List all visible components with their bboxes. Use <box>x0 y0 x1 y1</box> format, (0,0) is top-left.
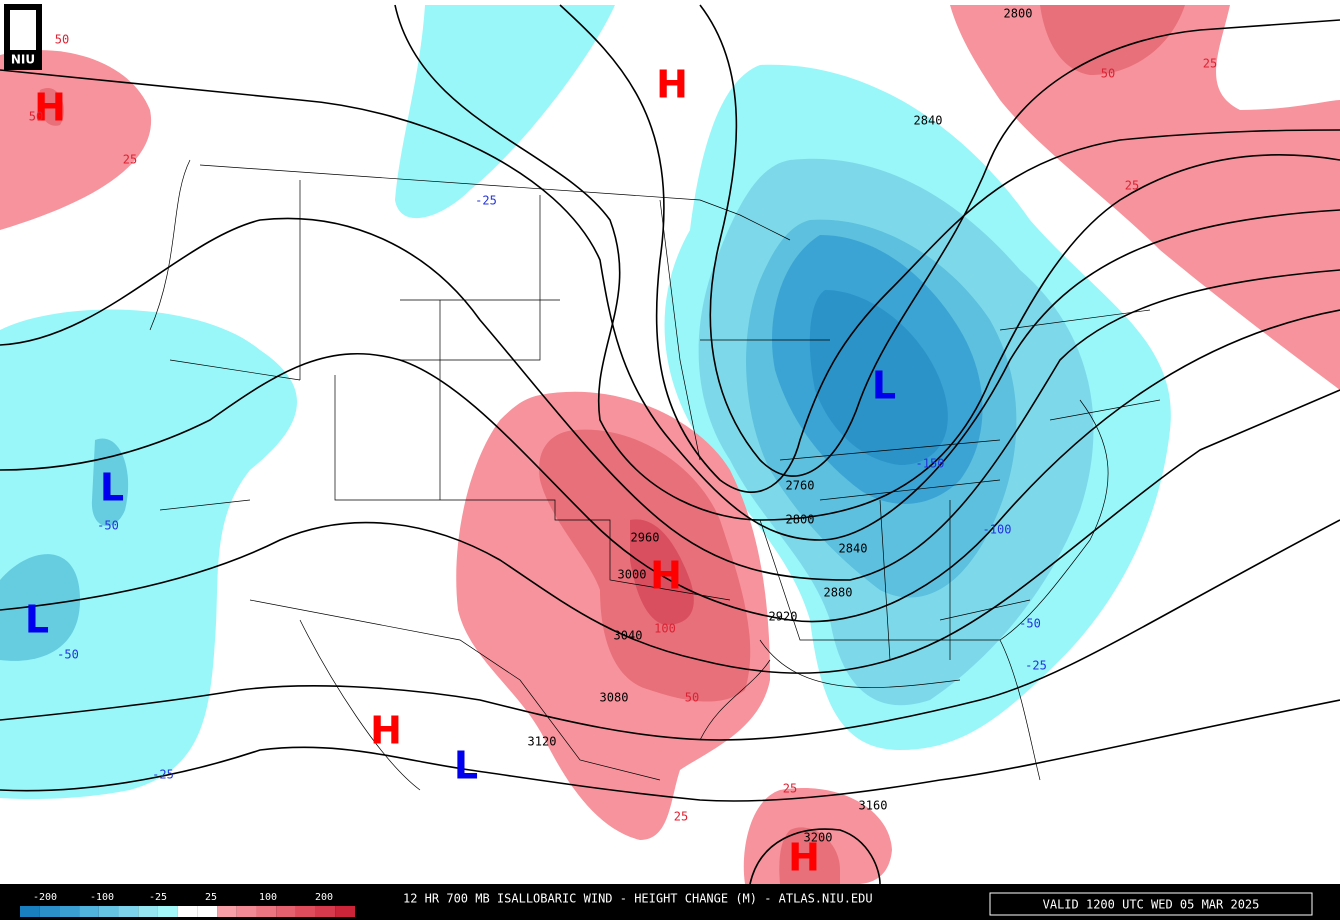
legend-swatch <box>236 906 257 917</box>
logo-text: NIU <box>11 53 35 67</box>
height-label: 2960 <box>631 531 660 545</box>
pressure-center: L <box>454 744 478 788</box>
legend-swatch <box>39 906 60 917</box>
legend-swatch <box>177 906 198 917</box>
change-label: -50 <box>57 648 79 662</box>
change-label: 100 <box>654 622 676 636</box>
height-label: 2840 <box>839 542 868 556</box>
valid-box <box>989 892 1313 916</box>
height-label: 2760 <box>786 479 815 493</box>
height-label: 2880 <box>824 586 853 600</box>
change-label: -25 <box>475 194 497 208</box>
change-label: -100 <box>983 523 1012 537</box>
legend: -200 -100 -25 25 100 200 <box>20 892 355 917</box>
height-contours <box>0 4 1340 885</box>
height-fall-areas <box>0 5 1171 800</box>
height-label: 2840 <box>914 114 943 128</box>
height-label: 3080 <box>600 691 629 705</box>
pressure-center: L <box>100 466 124 510</box>
pressure-center: H <box>656 63 688 107</box>
legend-label: -25 <box>149 892 167 903</box>
change-label: 25 <box>123 153 137 167</box>
borders <box>149 159 1161 791</box>
change-labels: 50 50 25 50 25 25 100 50 25 25 -25 -50 -… <box>29 33 1217 824</box>
legend-swatch <box>217 906 237 917</box>
legend-swatch <box>20 906 40 917</box>
height-labels: 2800 2840 2760 2800 2840 2880 2920 2960 … <box>528 7 1033 845</box>
legend-swatch <box>256 906 277 917</box>
height-label: 2800 <box>786 513 815 527</box>
change-label: -25 <box>1025 659 1047 673</box>
pressure-center: H <box>650 554 682 598</box>
legend-swatch <box>295 906 316 917</box>
height-label: 2800 <box>1004 7 1033 21</box>
logo-building <box>10 10 36 50</box>
height-label: 3160 <box>859 799 888 813</box>
legend-swatch <box>59 906 80 917</box>
legend-label: -100 <box>90 892 114 903</box>
change-label: -25 <box>152 768 174 782</box>
change-label: 50 <box>29 110 43 124</box>
legend-label: 200 <box>315 892 333 903</box>
change-label: 50 <box>1101 67 1115 81</box>
pressure-center: H <box>34 86 66 130</box>
height-label: 2920 <box>769 610 798 624</box>
change-label: -50 <box>97 519 119 533</box>
height-label: 3000 <box>618 568 647 582</box>
legend-swatch <box>157 906 178 917</box>
change-label: 50 <box>685 691 699 705</box>
change-label: 25 <box>1125 179 1139 193</box>
legend-swatch <box>138 906 158 917</box>
legend-swatch <box>197 906 218 917</box>
legend-swatch <box>98 906 119 917</box>
footer-title: 12 HR 700 MB ISALLOBARIC WIND - HEIGHT C… <box>403 892 873 906</box>
pressure-center: L <box>25 598 49 642</box>
change-label: 25 <box>783 782 797 796</box>
legend-swatch <box>79 906 99 917</box>
legend-label: 100 <box>259 892 277 903</box>
legend-swatch <box>315 906 336 917</box>
height-label: 3040 <box>614 629 643 643</box>
change-label: 25 <box>674 810 688 824</box>
legend-swatch <box>118 906 139 917</box>
change-label: -50 <box>1019 617 1041 631</box>
legend-label: 25 <box>205 892 217 903</box>
valid-time: VALID 1200 UTC WED 05 MAR 2025 <box>1043 898 1260 912</box>
pressure-center: H <box>788 836 820 880</box>
legend-swatch <box>335 906 355 917</box>
pressure-centers: H H L L L H H L H <box>25 63 896 880</box>
change-label: 25 <box>1203 57 1217 71</box>
height-label: 3200 <box>804 831 833 845</box>
height-label: 3120 <box>528 735 557 749</box>
legend-swatch <box>276 906 296 917</box>
change-label: 50 <box>55 33 69 47</box>
legend-label: -200 <box>33 892 57 903</box>
pressure-center: H <box>370 709 402 753</box>
pressure-center: L <box>872 364 896 408</box>
change-label: -150 <box>916 457 945 471</box>
